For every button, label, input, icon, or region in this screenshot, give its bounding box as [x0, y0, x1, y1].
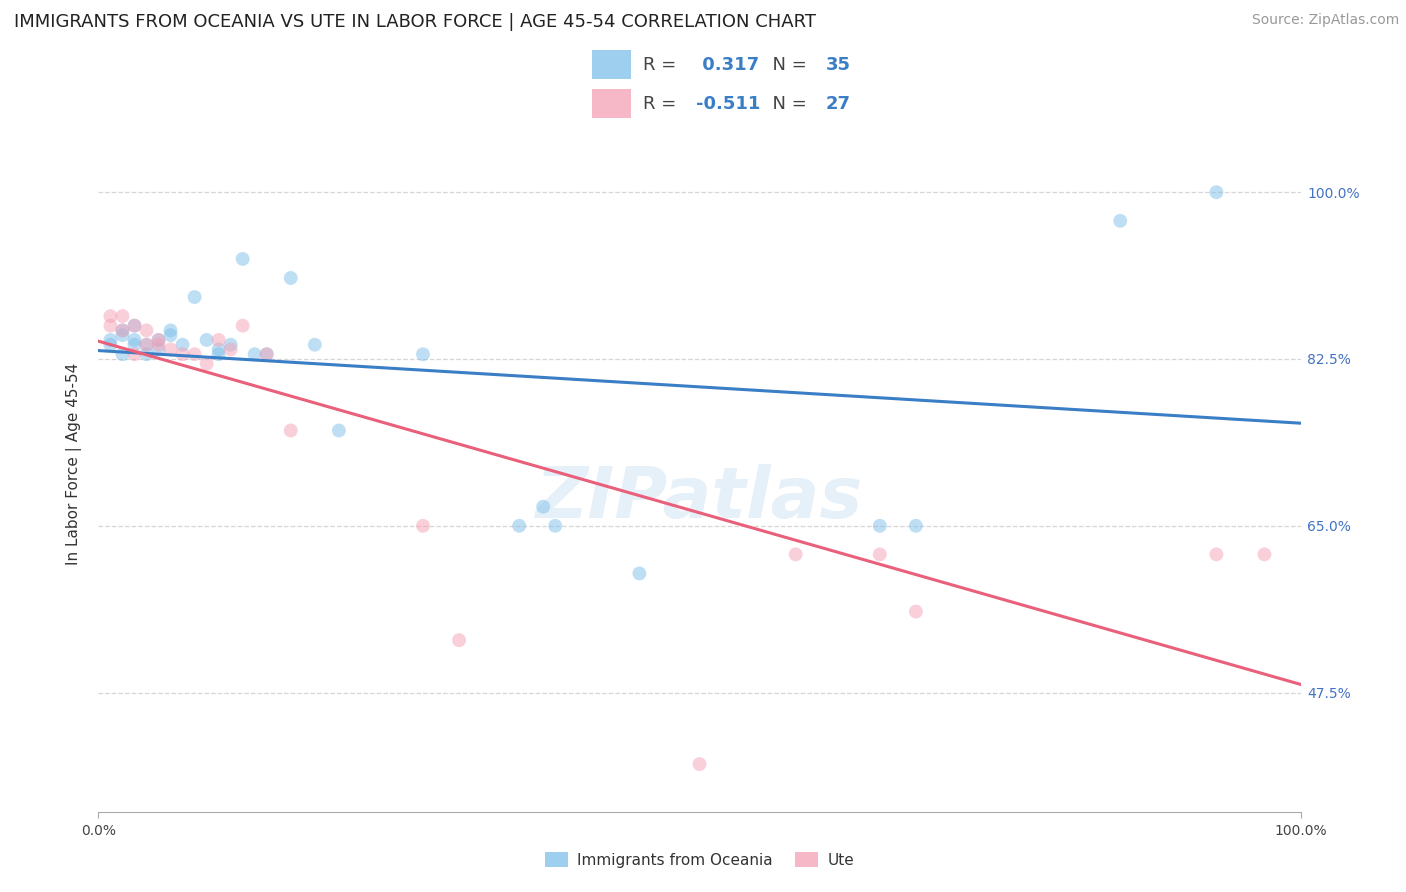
Point — [135, 347, 157, 361]
Point — [219, 337, 242, 351]
Point — [412, 518, 434, 533]
Point — [1205, 548, 1227, 562]
Point — [785, 548, 807, 562]
Text: N =: N = — [761, 56, 813, 74]
Point — [256, 347, 278, 361]
Point — [195, 333, 218, 347]
Text: 35: 35 — [825, 56, 851, 74]
Text: 27: 27 — [825, 95, 851, 112]
Y-axis label: In Labor Force | Age 45-54: In Labor Force | Age 45-54 — [66, 363, 83, 565]
Point — [208, 333, 231, 347]
Point — [256, 347, 278, 361]
Point — [1109, 214, 1132, 228]
Point — [159, 328, 181, 343]
Point — [124, 337, 146, 351]
Point — [135, 337, 157, 351]
Point — [100, 337, 122, 351]
Point — [243, 347, 266, 361]
Point — [111, 309, 134, 323]
Point — [183, 290, 205, 304]
Point — [531, 500, 554, 514]
Point — [328, 424, 350, 438]
Point — [689, 757, 711, 772]
Point — [280, 424, 302, 438]
Point — [447, 633, 470, 648]
Text: 0.317: 0.317 — [696, 56, 759, 74]
Point — [412, 347, 434, 361]
Point — [172, 347, 194, 361]
Point — [148, 333, 170, 347]
Point — [124, 318, 146, 333]
Point — [111, 323, 134, 337]
Legend: Immigrants from Oceania, Ute: Immigrants from Oceania, Ute — [538, 846, 860, 873]
Point — [904, 605, 927, 619]
Point — [208, 343, 231, 357]
Point — [111, 347, 134, 361]
Text: -0.511: -0.511 — [696, 95, 761, 112]
Point — [100, 309, 122, 323]
Point — [135, 323, 157, 337]
Point — [159, 323, 181, 337]
Point — [100, 333, 122, 347]
Point — [148, 343, 170, 357]
Text: ZIPatlas: ZIPatlas — [536, 464, 863, 533]
Point — [869, 548, 891, 562]
Point — [628, 566, 651, 581]
Point — [148, 337, 170, 351]
Point — [100, 318, 122, 333]
FancyBboxPatch shape — [592, 89, 631, 119]
Point — [111, 323, 134, 337]
Point — [508, 518, 530, 533]
FancyBboxPatch shape — [592, 50, 631, 79]
Point — [219, 343, 242, 357]
Point — [1205, 185, 1227, 199]
Text: R =: R = — [643, 95, 682, 112]
Point — [544, 518, 567, 533]
Text: R =: R = — [643, 56, 682, 74]
Point — [124, 333, 146, 347]
Point — [124, 347, 146, 361]
Point — [135, 337, 157, 351]
Point — [183, 347, 205, 361]
Point — [159, 343, 181, 357]
Point — [232, 252, 254, 266]
Point — [869, 518, 891, 533]
Point — [111, 328, 134, 343]
Point — [1253, 548, 1275, 562]
Text: IMMIGRANTS FROM OCEANIA VS UTE IN LABOR FORCE | AGE 45-54 CORRELATION CHART: IMMIGRANTS FROM OCEANIA VS UTE IN LABOR … — [14, 13, 815, 31]
Point — [172, 337, 194, 351]
Point — [208, 347, 231, 361]
Point — [304, 337, 326, 351]
Point — [124, 318, 146, 333]
Point — [232, 318, 254, 333]
Text: Source: ZipAtlas.com: Source: ZipAtlas.com — [1251, 13, 1399, 28]
Point — [148, 333, 170, 347]
Point — [904, 518, 927, 533]
Point — [195, 357, 218, 371]
Text: N =: N = — [761, 95, 813, 112]
Point — [280, 271, 302, 285]
